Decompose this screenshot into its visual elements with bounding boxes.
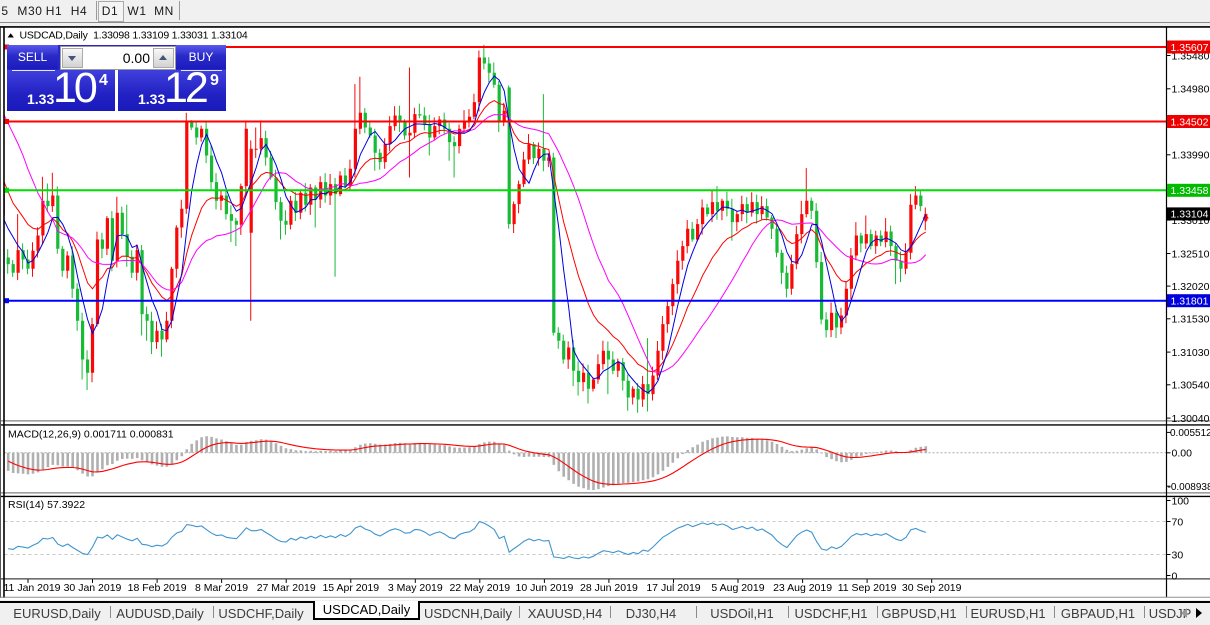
svg-text:1.31030: 1.31030	[1172, 347, 1210, 359]
svg-text:USDCAD,Daily 1.33098 1.33109: USDCAD,Daily 1.33098 1.33109 1.33031 1.3…	[20, 30, 248, 42]
svg-text:0.00: 0.00	[1172, 448, 1193, 460]
svg-text:1.35607: 1.35607	[1171, 42, 1209, 54]
svg-text:0: 0	[1172, 570, 1178, 582]
svg-text:17 Jul 2019: 17 Jul 2019	[646, 582, 700, 594]
svg-text:MACD(12,26,9) 0.001711 0.00083: MACD(12,26,9) 0.001711 0.000831	[8, 429, 174, 441]
svg-text:30: 30	[1172, 549, 1184, 561]
svg-text:28 Jun 2019: 28 Jun 2019	[580, 582, 638, 594]
svg-text:1.33104: 1.33104	[1171, 209, 1209, 221]
svg-text:10 Jun 2019: 10 Jun 2019	[515, 582, 573, 594]
svg-text:23 Aug 2019: 23 Aug 2019	[773, 582, 832, 594]
svg-text:100: 100	[1172, 495, 1190, 507]
svg-text:3 May 2019: 3 May 2019	[388, 582, 443, 594]
svg-text:-0.008938: -0.008938	[1168, 482, 1210, 493]
svg-text:15 Apr 2019: 15 Apr 2019	[322, 582, 379, 594]
svg-text:18 Feb 2019: 18 Feb 2019	[128, 582, 187, 594]
svg-text:27 Mar 2019: 27 Mar 2019	[257, 582, 316, 594]
svg-text:1.30040: 1.30040	[1172, 413, 1210, 425]
svg-text:11 Jan 2019: 11 Jan 2019	[4, 582, 61, 594]
svg-text:1.34980: 1.34980	[1172, 84, 1210, 96]
svg-text:RSI(14) 57.3922: RSI(14) 57.3922	[8, 499, 85, 511]
svg-text:30 Jan 2019: 30 Jan 2019	[64, 582, 122, 594]
svg-text:1.33990: 1.33990	[1172, 150, 1210, 162]
svg-text:1.31801: 1.31801	[1171, 296, 1209, 308]
svg-text:1.32510: 1.32510	[1172, 248, 1210, 260]
svg-text:1.32020: 1.32020	[1172, 281, 1210, 293]
svg-text:1.31530: 1.31530	[1172, 314, 1210, 326]
svg-text:30 Sep 2019: 30 Sep 2019	[902, 582, 962, 594]
svg-text:70: 70	[1172, 516, 1184, 528]
svg-text:8 Mar 2019: 8 Mar 2019	[195, 582, 248, 594]
svg-text:1.34502: 1.34502	[1171, 116, 1209, 128]
svg-text:5 Aug 2019: 5 Aug 2019	[711, 582, 764, 594]
svg-text:1.30540: 1.30540	[1172, 380, 1210, 392]
svg-text:22 May 2019: 22 May 2019	[449, 582, 510, 594]
svg-text:11 Sep 2019: 11 Sep 2019	[838, 582, 897, 594]
svg-text:0.005512: 0.005512	[1170, 428, 1210, 439]
svg-text:1.33458: 1.33458	[1171, 185, 1209, 197]
